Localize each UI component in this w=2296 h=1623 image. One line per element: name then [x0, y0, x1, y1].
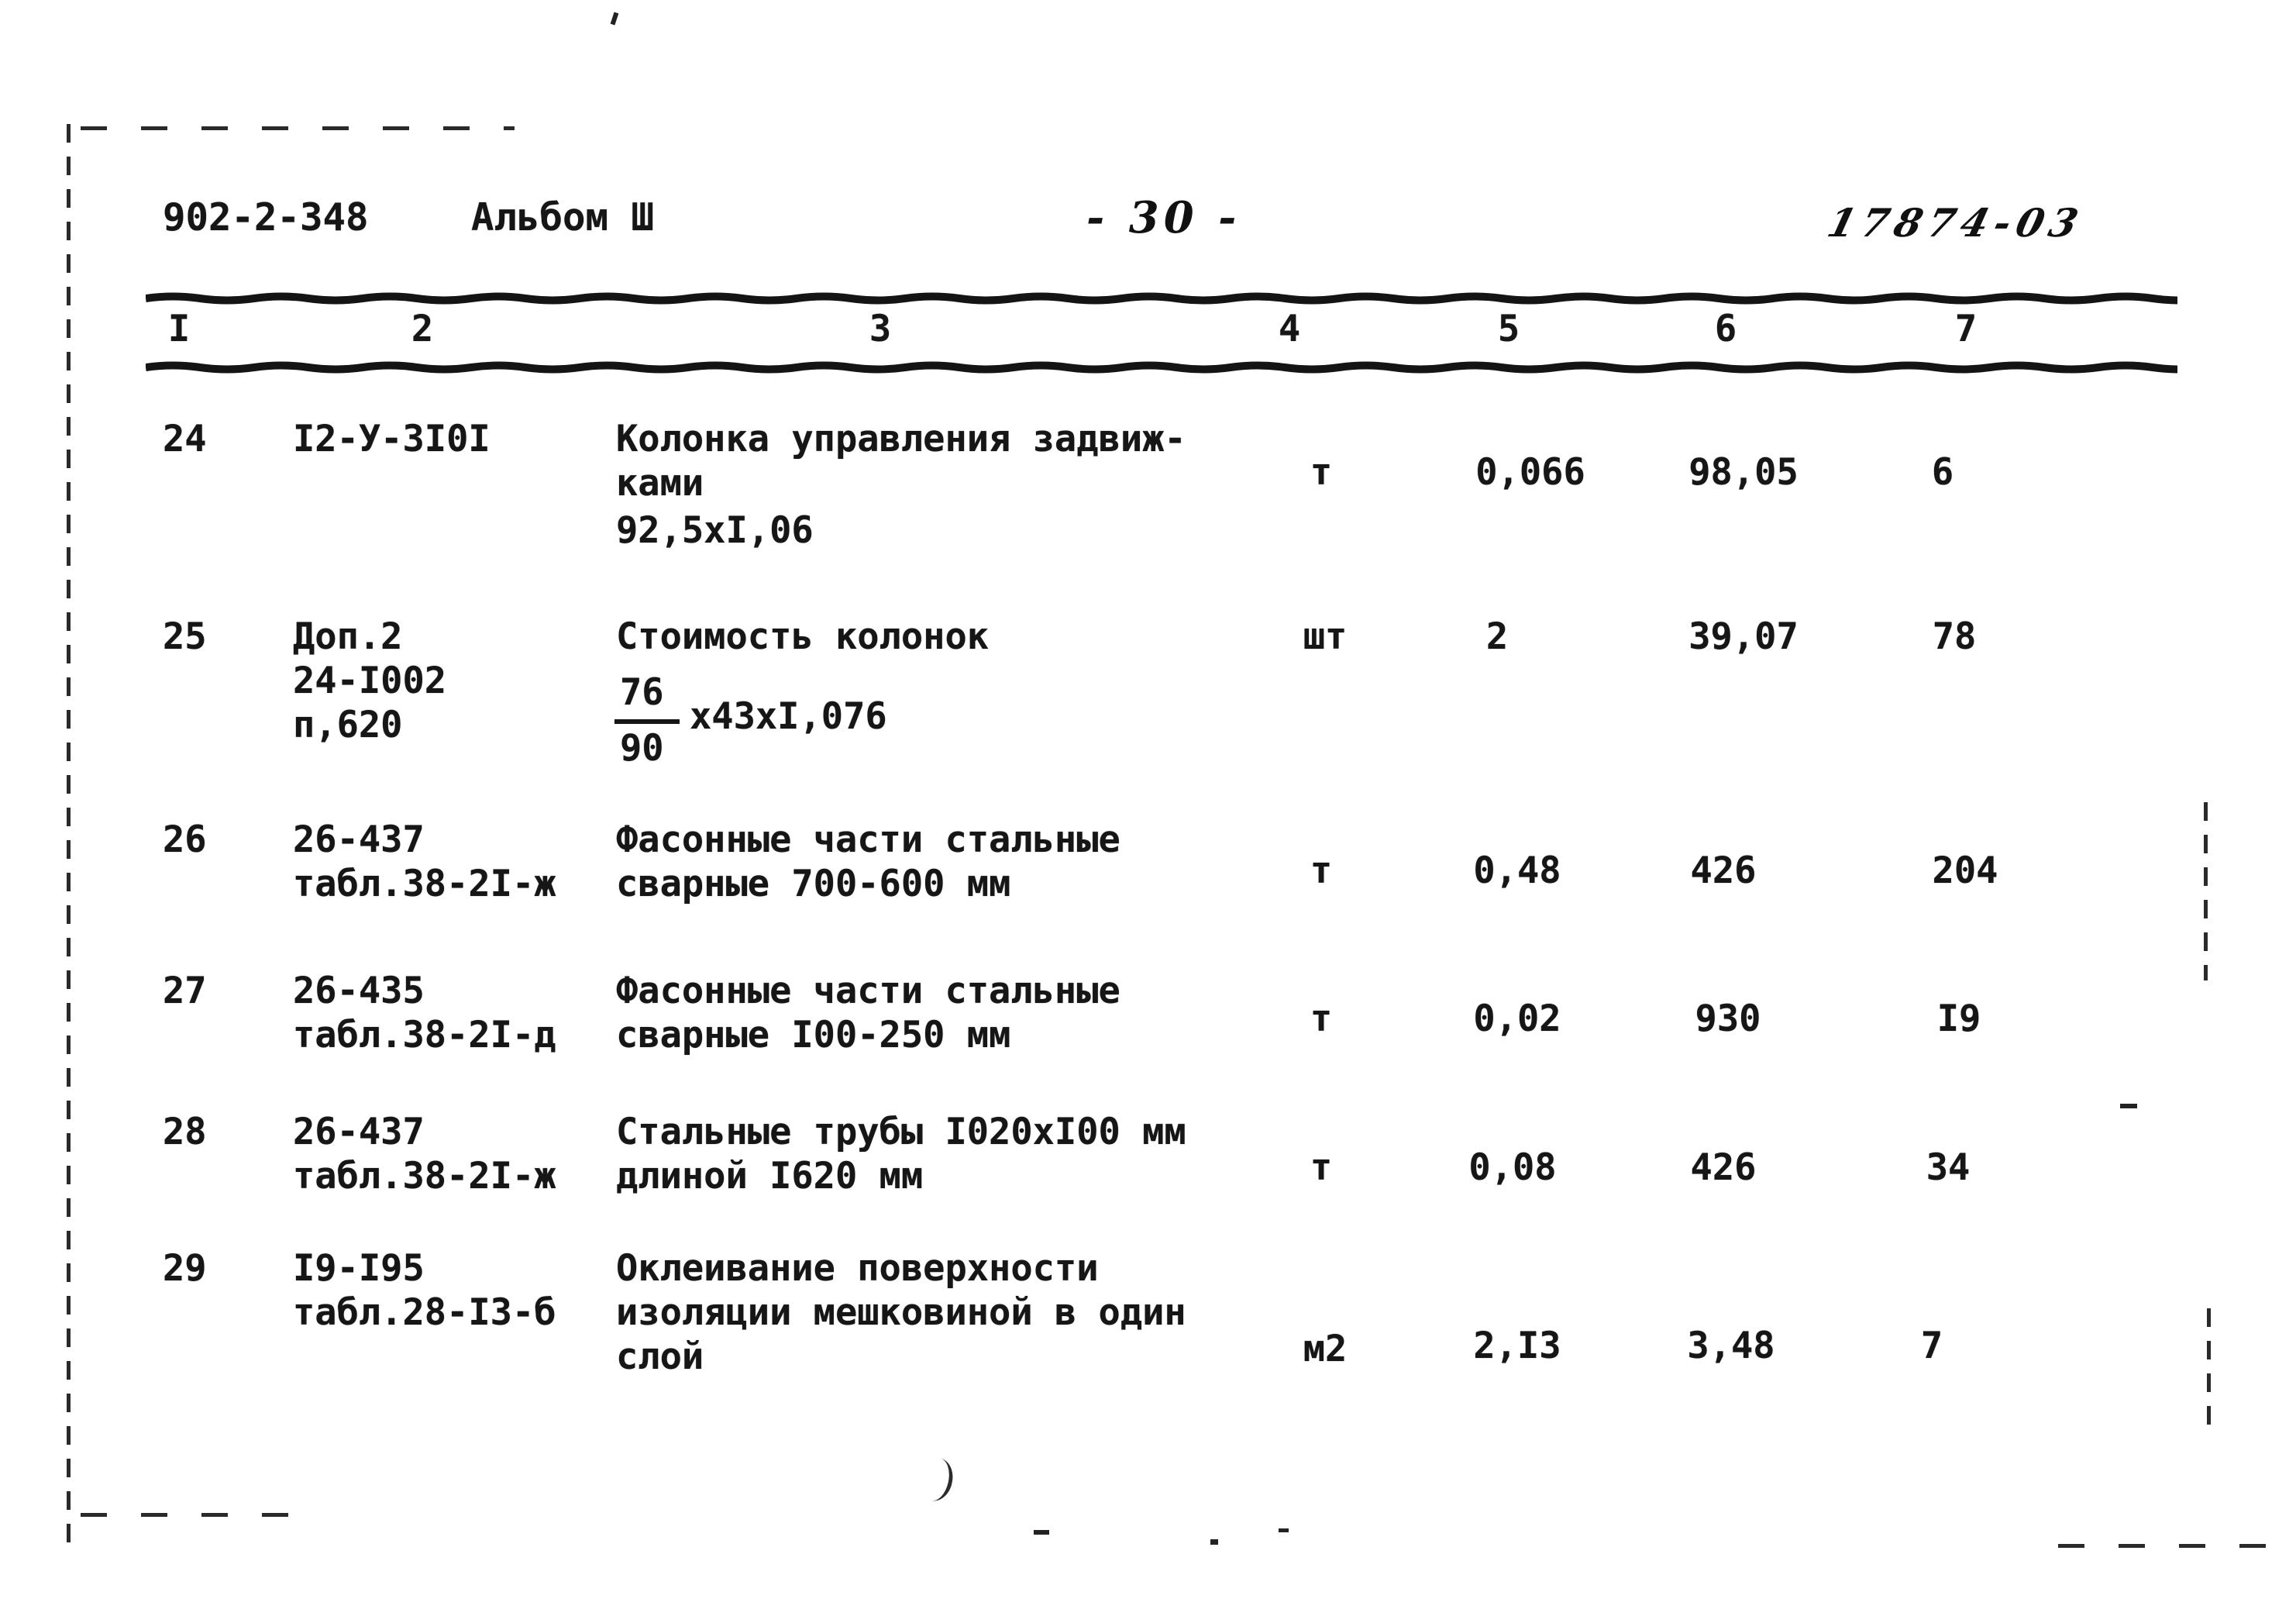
description-line: Фасонные части стальные — [616, 970, 1120, 1012]
description-line: сварные 700-600 мм — [616, 863, 1011, 905]
quantity-cell: 0,02 — [1473, 998, 1561, 1040]
column-number-6: 6 — [1714, 308, 1737, 350]
code-cell: I2-У-3I0I — [293, 417, 491, 461]
quantity-cell: 0,08 — [1468, 1146, 1557, 1189]
description-cell: Колонка управления задвиж- ками — [616, 417, 1186, 505]
row-number-cell: 28 — [163, 1111, 207, 1153]
page-number-handwritten: - 30 - — [1086, 192, 1241, 243]
code-cell: I9-I95 табл.28-I3-б — [293, 1246, 556, 1335]
code-line: 26-437 — [293, 818, 425, 861]
description-line: изоляции мешковиной в один — [616, 1291, 1186, 1334]
description-line: Оклеивание поверхности — [616, 1247, 1099, 1290]
total-cell: 34 — [1926, 1146, 1971, 1189]
column-number-4: 4 — [1278, 308, 1301, 350]
column-number-1: I — [167, 308, 191, 350]
quantity-cell: 0,066 — [1475, 451, 1585, 494]
code-line: Доп.2 — [293, 615, 403, 658]
table-header-top-rule — [146, 292, 2177, 305]
quantity-cell: 0,48 — [1473, 849, 1561, 892]
column-number-5: 5 — [1497, 308, 1520, 350]
description-line: Стоимость колонок — [616, 615, 990, 658]
code-line: табл.28-I3-б — [293, 1291, 556, 1334]
fraction-suffix: х43хI,076 — [690, 695, 887, 738]
description-cell: Оклеивание поверхности изоляции мешковин… — [616, 1246, 1186, 1379]
description-line: длиной I620 мм — [616, 1155, 924, 1197]
handwritten-inventory-code: 17874-03 — [1823, 200, 2089, 246]
scan-artifact — [1210, 1539, 1218, 1545]
album-label: Альбом Ш — [471, 195, 655, 239]
total-cell: 7 — [1920, 1325, 1943, 1367]
column-number-2: 2 — [411, 308, 434, 350]
price-cell: 426 — [1690, 849, 1757, 892]
description-cell: Фасонные части стальные сварные 700-600 … — [616, 818, 1120, 906]
right-margin-dashed-line-upper — [2204, 802, 2208, 980]
unit-cell: шт — [1303, 615, 1348, 658]
code-cell: 26-437 табл.38-2I-ж — [293, 818, 556, 906]
fraction-numerator: 76 — [620, 671, 664, 714]
bottom-right-dashed-line — [2058, 1544, 2267, 1548]
description-line: Фасонные части стальные — [616, 818, 1120, 861]
description-cell: Стоимость колонок — [616, 615, 989, 659]
code-line: п,620 — [293, 704, 403, 746]
quantity-cell: 2,I3 — [1473, 1325, 1561, 1367]
description-line: Стальные трубы I020хI00 мм — [616, 1111, 1186, 1153]
fraction-denominator: 90 — [620, 727, 664, 770]
code-line: I9-I95 — [293, 1247, 425, 1290]
formula-line: 92,5хI,06 — [616, 509, 814, 552]
code-line: 26-435 — [293, 970, 425, 1012]
code-line: I2-У-3I0I — [293, 418, 491, 460]
document-number: 902-2-348 — [163, 195, 369, 239]
left-margin-dashed-line — [67, 124, 71, 1542]
scan-artifact — [1279, 1528, 1289, 1532]
code-cell: 26-435 табл.38-2I-д — [293, 969, 556, 1057]
total-cell: 204 — [1932, 849, 1998, 892]
description-cell: Стальные трубы I020хI00 мм длиной I620 м… — [616, 1110, 1186, 1198]
price-cell: 98,05 — [1688, 451, 1799, 494]
scan-artifact — [924, 1456, 957, 1504]
bottom-left-dashed-line — [81, 1513, 290, 1517]
code-cell: 26-437 табл.38-2I-ж — [293, 1110, 556, 1198]
row-number-cell: 26 — [163, 818, 207, 861]
unit-cell: т — [1310, 998, 1333, 1040]
quantity-cell: 2 — [1485, 615, 1509, 658]
row-number-cell: 24 — [163, 418, 207, 460]
scan-artifact — [1034, 1530, 1049, 1535]
scan-artifact — [610, 12, 619, 26]
description-line: Колонка управления задвиж- — [616, 418, 1186, 460]
table-header-bottom-rule — [146, 361, 2177, 374]
unit-cell: т — [1310, 849, 1333, 892]
total-cell: 78 — [1932, 615, 1977, 658]
row-number-cell: 29 — [163, 1247, 207, 1290]
price-cell: 426 — [1690, 1146, 1757, 1189]
code-line: табл.38-2I-ж — [293, 863, 556, 905]
description-cell: Фасонные части стальные сварные I00-250 … — [616, 969, 1120, 1057]
price-cell: 930 — [1695, 998, 1761, 1040]
code-cell: Доп.2 24-I002 п,620 — [293, 615, 446, 747]
row-number-cell: 25 — [163, 615, 207, 658]
description-line: ками — [616, 462, 704, 505]
unit-cell: т — [1310, 451, 1333, 494]
fraction-bar — [614, 719, 680, 724]
description-line: сварные I00-250 мм — [616, 1014, 1011, 1056]
code-line: табл.38-2I-ж — [293, 1155, 556, 1197]
column-number-3: 3 — [869, 308, 892, 350]
right-margin-dashed-line-lower — [2207, 1308, 2211, 1431]
description-line: слой — [616, 1335, 704, 1378]
code-line: 24-I002 — [293, 660, 447, 702]
row-number-cell: 27 — [163, 970, 207, 1012]
unit-cell: м2 — [1303, 1328, 1348, 1370]
column-number-7: 7 — [1954, 308, 1978, 350]
code-line: табл.38-2I-д — [293, 1014, 556, 1056]
scan-artifact — [2120, 1104, 2137, 1108]
unit-cell: т — [1310, 1146, 1333, 1189]
total-cell: I9 — [1936, 998, 1981, 1040]
price-cell: 3,48 — [1687, 1325, 1775, 1367]
top-left-dashed-line — [81, 126, 515, 130]
total-cell: 6 — [1931, 451, 1954, 494]
code-line: 26-437 — [293, 1111, 425, 1153]
price-cell: 39,07 — [1688, 615, 1799, 658]
